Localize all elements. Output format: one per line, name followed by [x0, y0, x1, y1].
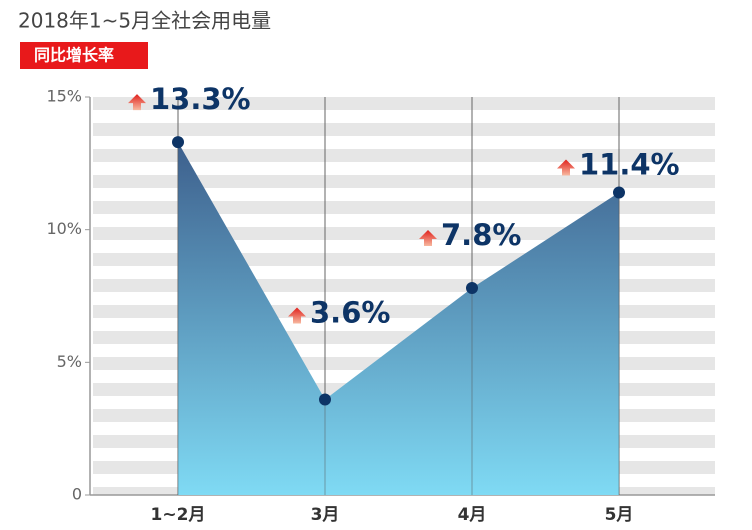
- value-label: 13.3%: [150, 82, 251, 116]
- value-label: 7.8%: [441, 218, 521, 252]
- y-tick-label: 15%: [46, 87, 82, 106]
- x-tick-label: 4月: [458, 505, 487, 525]
- chart-subtitle: 同比增长率: [34, 46, 114, 65]
- up-arrow: [557, 159, 575, 176]
- up-arrow: [419, 230, 437, 247]
- chart-title: 2018年1~5月全社会用电量: [18, 9, 271, 33]
- x-tick-label: 5月: [605, 505, 634, 525]
- area: [178, 142, 619, 495]
- x-tick-label: 1~2月: [151, 505, 206, 525]
- subtitle-badge: [20, 42, 148, 69]
- point: [172, 136, 184, 149]
- value-label: 3.6%: [310, 295, 390, 329]
- up-arrow: [288, 307, 306, 324]
- y-tick-label: 5%: [57, 352, 82, 371]
- y-tick-label: 0: [72, 485, 82, 504]
- value-label: 11.4%: [579, 148, 680, 182]
- point: [466, 282, 478, 295]
- up-arrow: [128, 94, 146, 111]
- point: [613, 186, 625, 199]
- y-tick-label: 10%: [46, 219, 82, 238]
- point: [319, 393, 331, 406]
- x-tick-label: 3月: [311, 505, 340, 525]
